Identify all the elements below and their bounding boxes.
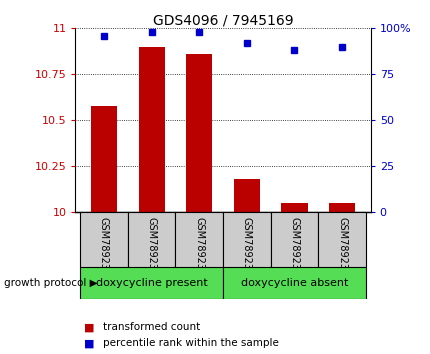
Bar — [223, 212, 270, 267]
Text: growth protocol ▶: growth protocol ▶ — [4, 278, 98, 288]
Text: ■: ■ — [84, 322, 94, 332]
Text: doxycycline present: doxycycline present — [95, 278, 207, 288]
Bar — [186, 54, 212, 212]
Bar — [270, 212, 317, 267]
Bar — [317, 212, 365, 267]
Bar — [138, 47, 164, 212]
Text: percentile rank within the sample: percentile rank within the sample — [103, 338, 279, 348]
Bar — [128, 212, 175, 267]
Bar — [281, 203, 307, 212]
Bar — [80, 212, 128, 267]
Bar — [80, 267, 223, 299]
Text: GSM789234: GSM789234 — [146, 217, 156, 276]
Text: doxycycline absent: doxycycline absent — [240, 278, 347, 288]
Text: GSM789236: GSM789236 — [194, 217, 204, 276]
Text: ■: ■ — [84, 338, 94, 348]
Text: GSM789231: GSM789231 — [241, 217, 251, 276]
Bar — [175, 212, 223, 267]
Title: GDS4096 / 7945169: GDS4096 / 7945169 — [152, 13, 293, 27]
Text: GSM789235: GSM789235 — [336, 217, 346, 276]
Text: GSM789232: GSM789232 — [99, 217, 109, 276]
Bar — [328, 203, 354, 212]
Text: GSM789233: GSM789233 — [289, 217, 299, 276]
Text: transformed count: transformed count — [103, 322, 200, 332]
Bar — [233, 179, 259, 212]
Bar — [223, 267, 365, 299]
Bar — [91, 105, 117, 212]
